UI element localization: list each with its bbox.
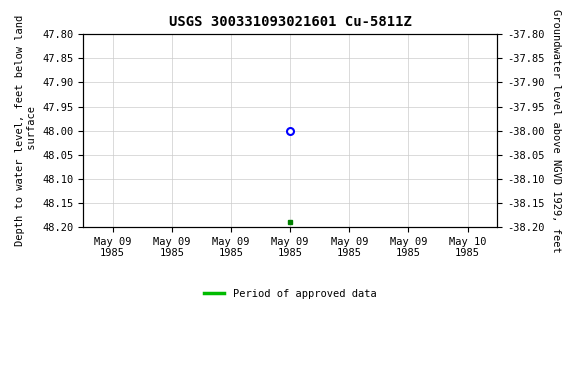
Title: USGS 300331093021601 Cu-5811Z: USGS 300331093021601 Cu-5811Z xyxy=(169,15,412,29)
Y-axis label: Groundwater level above NGVD 1929, feet: Groundwater level above NGVD 1929, feet xyxy=(551,9,561,253)
Legend: Period of approved data: Period of approved data xyxy=(199,285,381,303)
Y-axis label: Depth to water level, feet below land
 surface: Depth to water level, feet below land su… xyxy=(15,15,37,246)
